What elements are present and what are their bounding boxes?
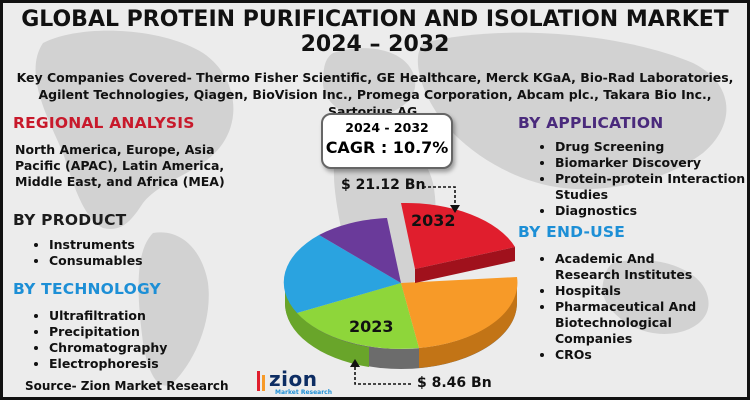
logo-subtitle: Market Research: [275, 389, 332, 396]
list-item: Precipitation: [49, 324, 167, 340]
title-line-1: GLOBAL PROTEIN PURIFICATION AND ISOLATIO…: [21, 7, 729, 32]
pie-slice-orange: [401, 277, 518, 348]
cagr-value: CAGR : 10.7%: [325, 138, 449, 157]
logo-name: zion: [269, 367, 318, 391]
value-2023: $ 8.46 Bn: [417, 375, 492, 391]
list-item: Ultrafiltration: [49, 308, 167, 324]
label-2023: 2023: [349, 317, 394, 336]
world-map-background: [35, 30, 727, 386]
key-companies-text: Key Companies Covered- Thermo Fisher Sci…: [16, 70, 734, 119]
list-item: Instruments: [49, 237, 143, 253]
by-application-heading: BY APPLICATION: [518, 114, 664, 132]
list-item: Hospitals: [555, 283, 705, 299]
cagr-box: 2024 - 2032 CAGR : 10.7%: [321, 113, 453, 169]
list-item: Biomarker Discovery: [555, 155, 747, 171]
regional-analysis-text: North America, Europe, Asia Pacific (APA…: [15, 142, 225, 189]
cagr-period: 2024 - 2032: [345, 120, 429, 135]
by-technology-heading: BY TECHNOLOGY: [13, 280, 161, 298]
value-2032: $ 21.12 Bn: [341, 177, 426, 193]
product-list: Instruments Consumables: [33, 237, 143, 269]
source-text: Source- Zion Market Research: [25, 379, 229, 393]
list-item: CROs: [555, 347, 705, 363]
page-title: GLOBAL PROTEIN PURIFICATION AND ISOLATIO…: [3, 7, 747, 57]
technology-list: Ultrafiltration Precipitation Chromatogr…: [33, 308, 167, 372]
list-item: Pharmaceutical And Biotechnological Comp…: [555, 299, 705, 347]
pie-slice-blue: [283, 235, 401, 313]
by-end-use-heading: BY END-USE: [518, 223, 626, 241]
pie-slice-green: [297, 283, 419, 349]
end-use-list: Academic And Research Institutes Hospita…: [539, 251, 705, 363]
pie-slice-purple: [319, 218, 401, 283]
by-product-heading: BY PRODUCT: [13, 211, 127, 229]
list-item: Chromatography: [49, 340, 167, 356]
pie-chart-3d: [283, 202, 518, 369]
zion-logo-icon: [257, 371, 265, 391]
regional-analysis-heading: REGIONAL ANALYSIS: [13, 114, 195, 132]
list-item: Electrophoresis: [49, 356, 167, 372]
pie-slice-red: [401, 202, 515, 269]
title-line-2: 2024 – 2032: [300, 32, 450, 57]
list-item: Academic And Research Institutes: [555, 251, 705, 283]
list-item: Diagnostics: [555, 203, 747, 219]
label-2032: 2032: [411, 211, 456, 230]
list-item: Consumables: [49, 253, 143, 269]
list-item: Protein-protein Interaction Studies: [555, 171, 747, 203]
list-item: Drug Screening: [555, 139, 747, 155]
application-list: Drug Screening Biomarker Discovery Prote…: [539, 139, 747, 219]
pie-depth: [284, 283, 517, 369]
